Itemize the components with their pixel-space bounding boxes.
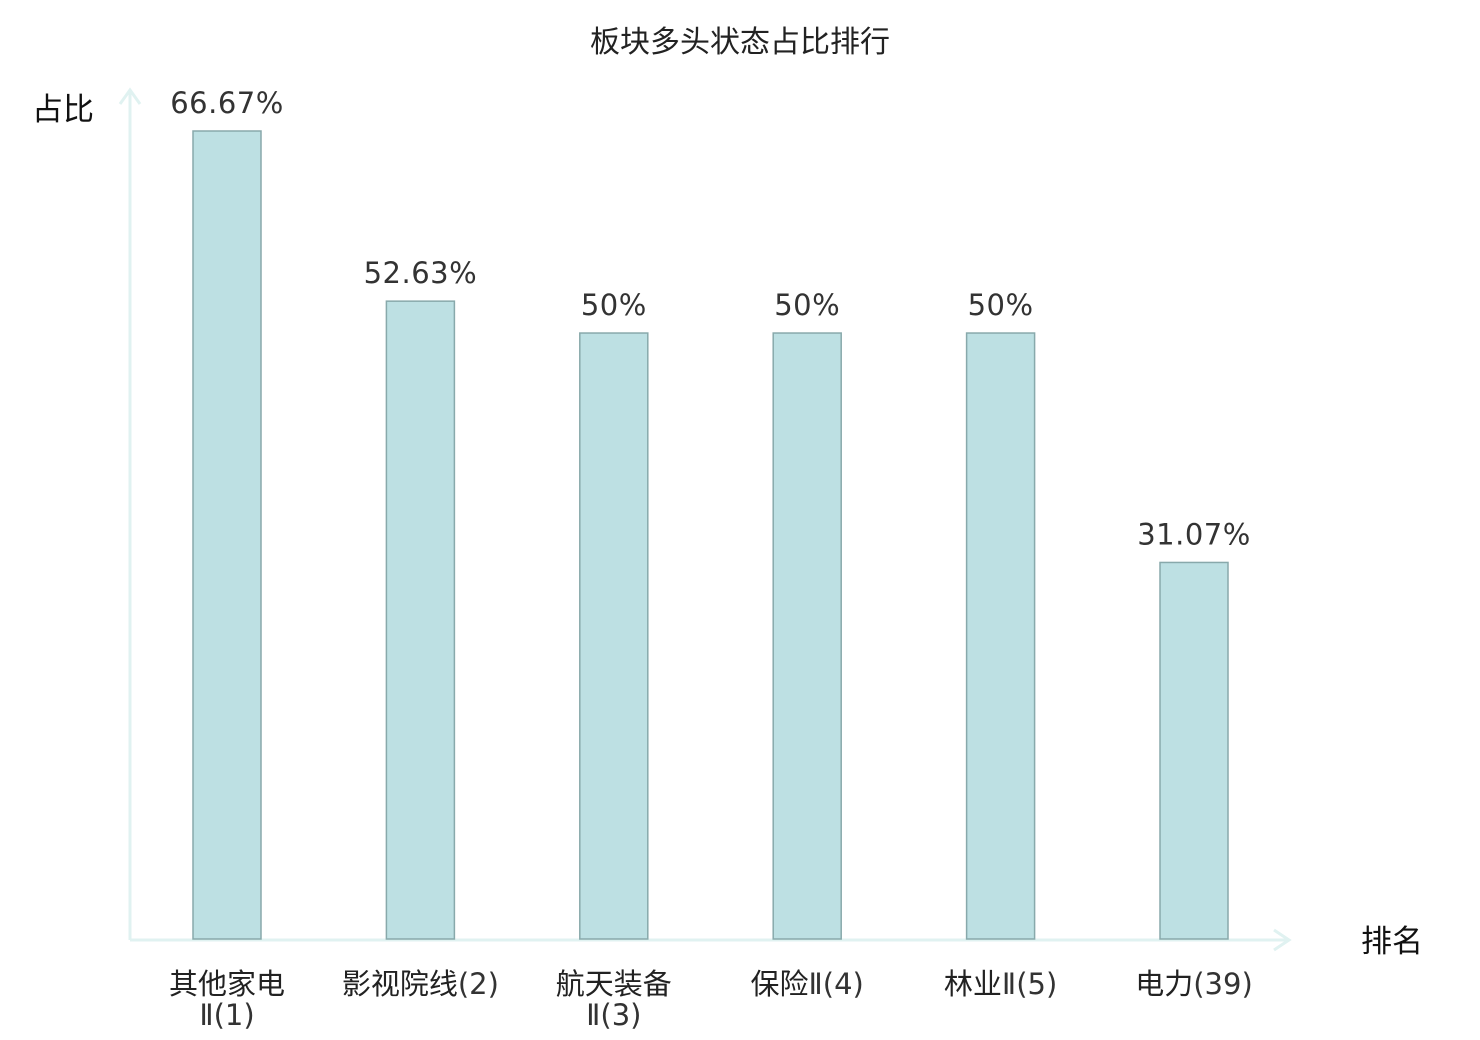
y-axis bbox=[118, 87, 142, 940]
category-label-suffix: Ⅱ(1) bbox=[199, 998, 254, 1032]
category-label: 影视院线(2) bbox=[342, 967, 499, 1001]
value-label: 50% bbox=[968, 288, 1034, 322]
value-label: 66.67% bbox=[170, 86, 284, 120]
bar bbox=[192, 130, 262, 940]
bar bbox=[1159, 561, 1229, 940]
category-label: 航天装备 bbox=[556, 967, 672, 1001]
category-label: 林业Ⅱ(5) bbox=[944, 967, 1057, 1001]
x-axis-label: 排名 bbox=[1361, 924, 1423, 960]
category-label-suffix: Ⅱ(3) bbox=[586, 998, 641, 1032]
y-axis-arrow bbox=[118, 87, 142, 105]
y-axis-label: 占比 bbox=[32, 92, 94, 128]
category-label: 电力(39) bbox=[1135, 967, 1253, 1001]
value-label: 31.07% bbox=[1137, 517, 1251, 551]
bar bbox=[385, 300, 456, 940]
bar bbox=[772, 332, 842, 940]
value-label: 52.63% bbox=[364, 256, 478, 290]
bars-group bbox=[192, 130, 1229, 940]
value-label: 50% bbox=[774, 288, 840, 322]
bar bbox=[965, 332, 1036, 940]
value-labels-group: 66.67% 52.63% 50% 50% 50% 31.07% bbox=[170, 86, 1251, 551]
value-label: 50% bbox=[581, 288, 647, 322]
x-axis-arrow bbox=[1273, 928, 1292, 952]
category-label: 其他家电 bbox=[169, 967, 285, 1001]
chart-title: 板块多头状态占比排行 bbox=[590, 25, 890, 60]
x-axis bbox=[130, 928, 1292, 952]
bar bbox=[579, 332, 649, 940]
category-label: 保险Ⅱ(4) bbox=[751, 967, 864, 1001]
